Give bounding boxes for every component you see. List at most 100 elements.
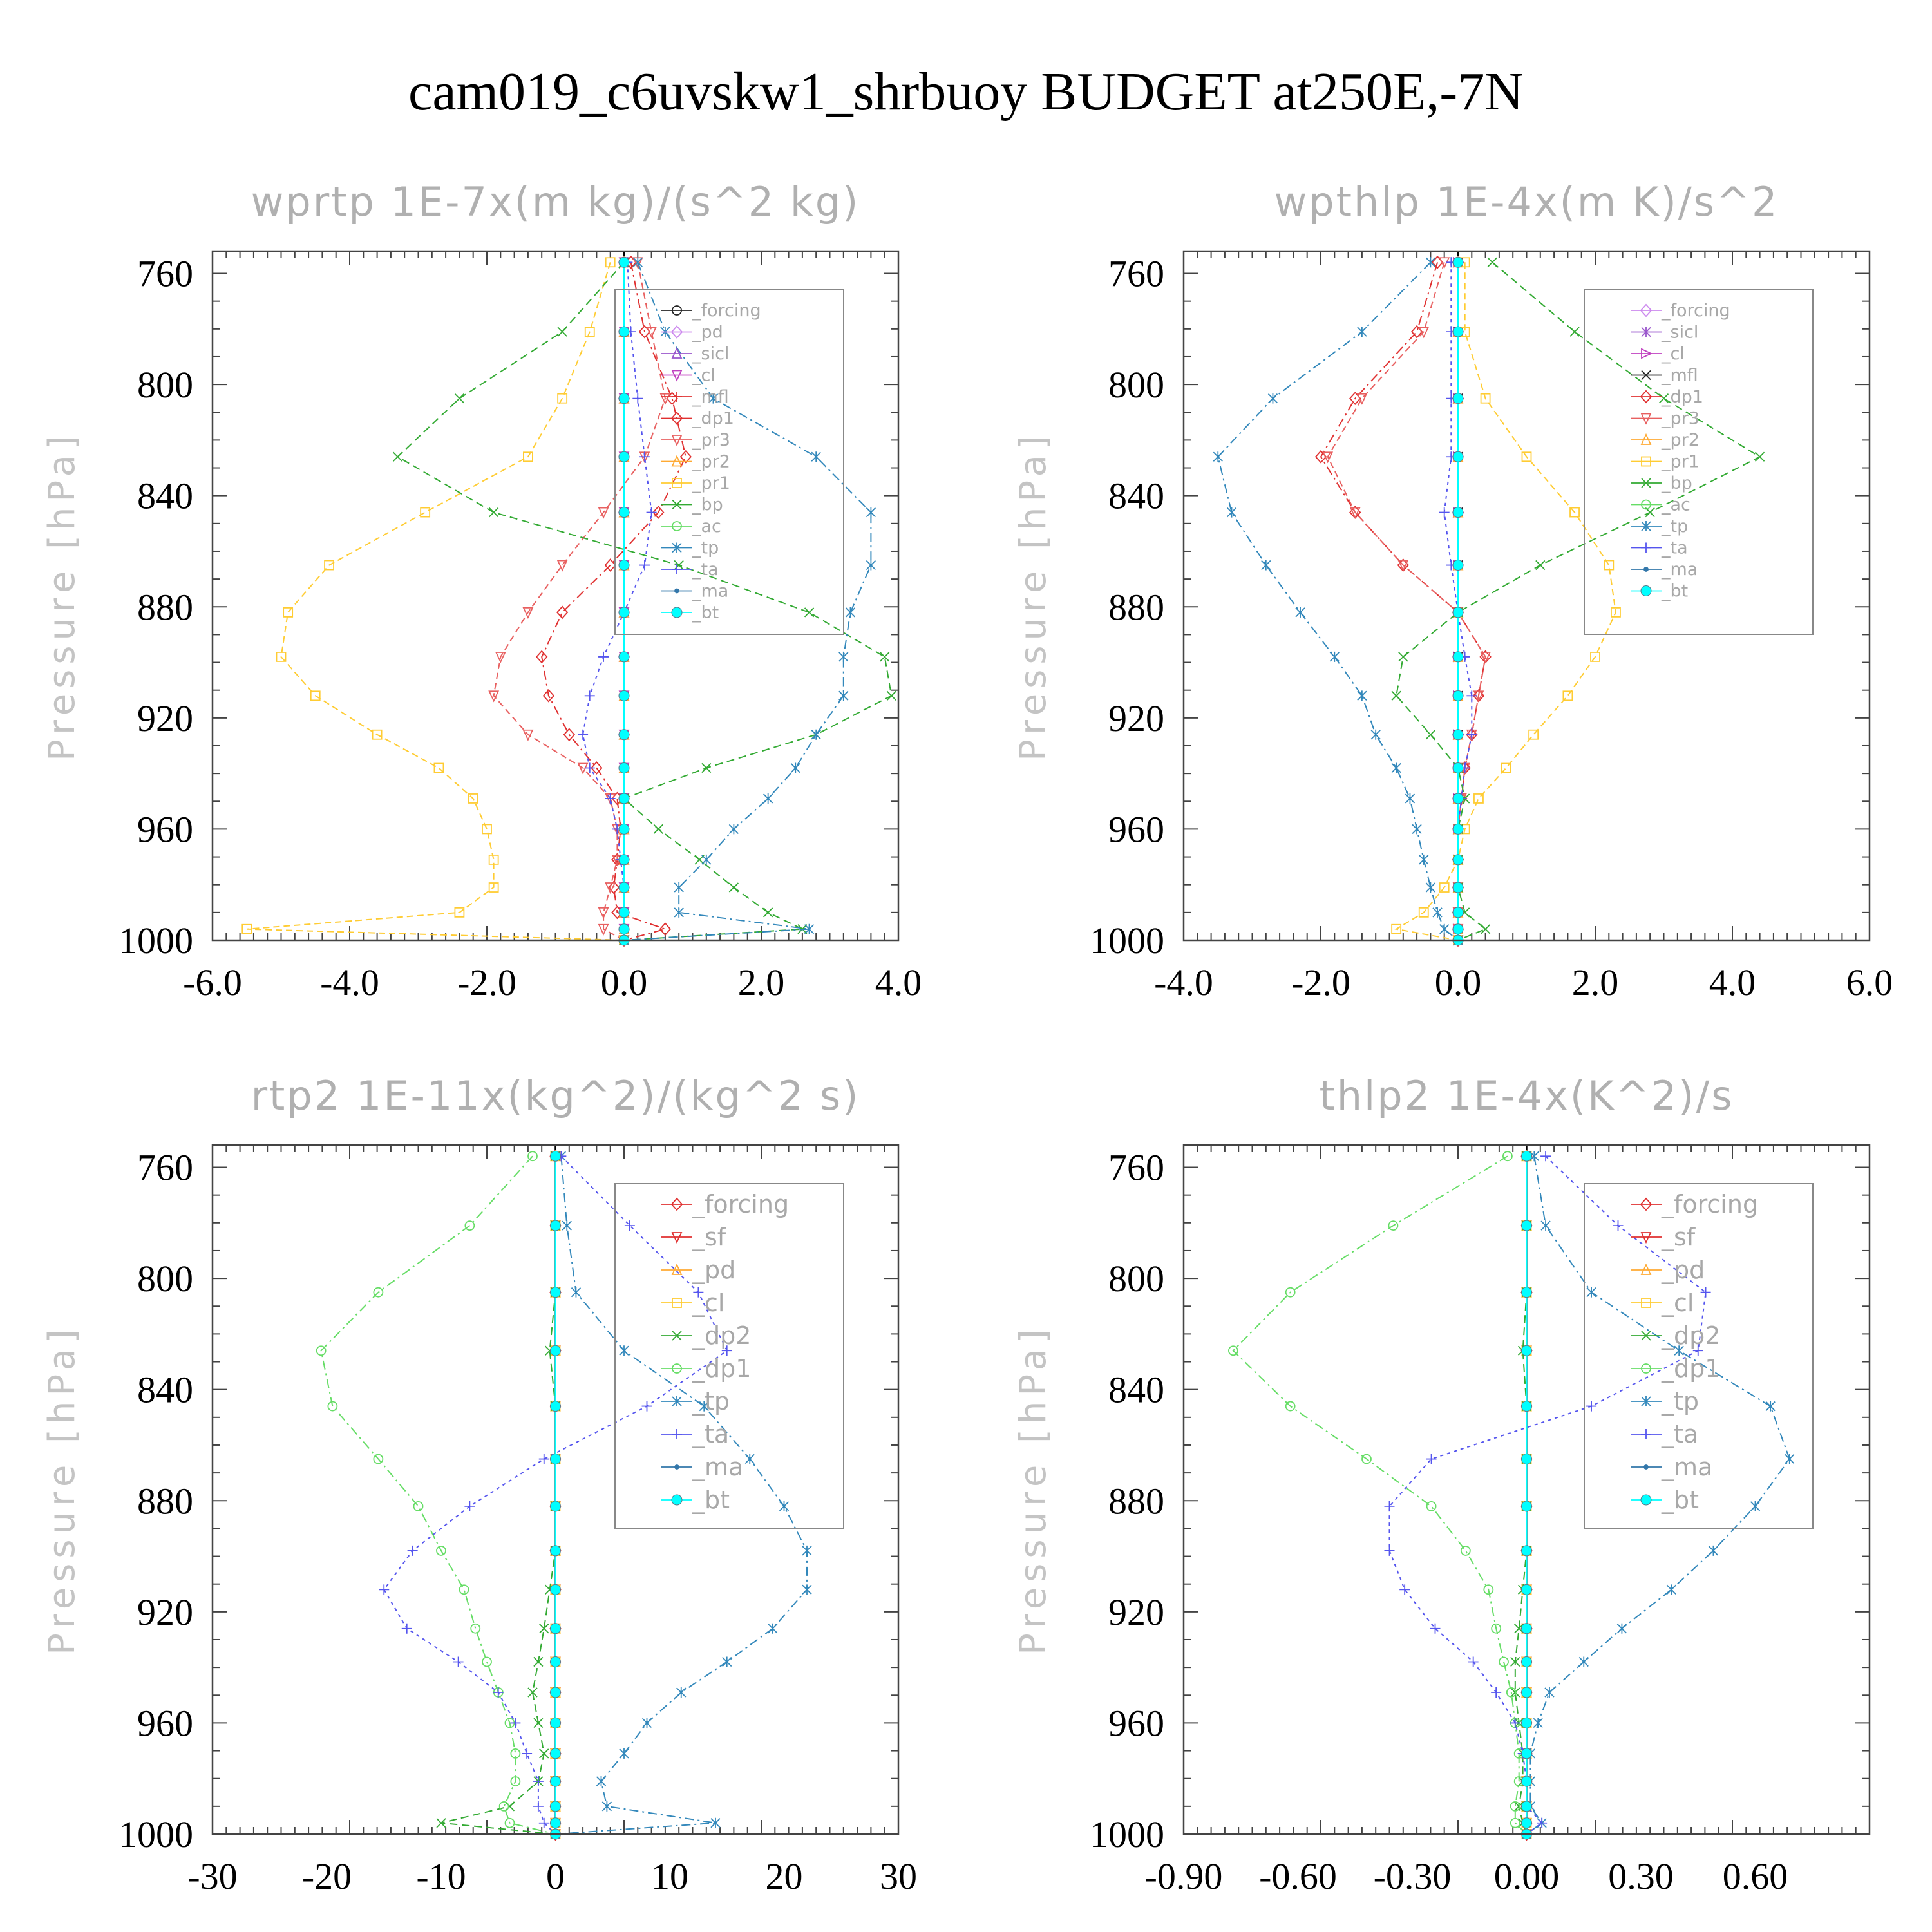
data-point bbox=[1399, 1584, 1410, 1595]
legend-marker bbox=[1641, 521, 1651, 531]
y-axis-label: Pressure [hPa] bbox=[41, 1324, 83, 1655]
panel-wpthlp: wpthlp 1E-4x(m K)/s^2 Pressure [hPa] -4.0 -… bbox=[1012, 178, 1893, 1003]
data-point bbox=[676, 1687, 687, 1698]
x-tick-label: 0.0 bbox=[1435, 961, 1482, 1003]
data-point bbox=[1491, 1623, 1502, 1634]
legend-entry: _sf bbox=[692, 1223, 727, 1251]
legend-entry: _forcing bbox=[692, 1190, 789, 1218]
x-tick-label: -4.0 bbox=[1154, 961, 1213, 1003]
legend-entry: _dp1 bbox=[1661, 1354, 1720, 1383]
data-point bbox=[866, 560, 876, 571]
data-point bbox=[804, 607, 815, 618]
data-point bbox=[1521, 1584, 1532, 1595]
data-point bbox=[327, 1401, 338, 1412]
data-point bbox=[1562, 690, 1573, 701]
y-tick-label: 920 bbox=[1108, 1591, 1164, 1633]
series-line bbox=[1327, 262, 1486, 940]
series-line bbox=[1217, 261, 1459, 941]
data-point bbox=[1480, 393, 1491, 404]
legend-marker bbox=[1641, 327, 1651, 337]
data-point bbox=[584, 690, 595, 701]
data-point bbox=[618, 882, 630, 893]
panel-thlp2: thlp2 1E-4x(K^2)/s Pressure [hPa] -0.90 -0.… bbox=[1012, 1072, 1871, 1897]
data-point bbox=[1391, 762, 1401, 773]
series-dp1 bbox=[316, 1151, 561, 1839]
data-point bbox=[1452, 907, 1464, 918]
data-point bbox=[1521, 1150, 1532, 1162]
data-point bbox=[1521, 1748, 1532, 1759]
data-point bbox=[1349, 507, 1361, 519]
data-point bbox=[482, 824, 492, 835]
data-point bbox=[618, 560, 630, 571]
data-point bbox=[1452, 762, 1464, 773]
data-point bbox=[790, 762, 800, 773]
legend-marker bbox=[1640, 1197, 1653, 1211]
data-point bbox=[488, 882, 499, 893]
panel-title: wprtp 1E-7x(m kg)/(s^2 kg) bbox=[251, 178, 860, 225]
x-tick-label: 10 bbox=[651, 1855, 688, 1897]
legend-marker bbox=[1640, 585, 1652, 596]
data-point bbox=[619, 1345, 629, 1356]
data-point bbox=[596, 1776, 607, 1787]
data-point bbox=[550, 1623, 561, 1634]
data-point bbox=[1439, 923, 1450, 934]
data-point bbox=[618, 326, 630, 337]
data-point bbox=[550, 1656, 561, 1667]
plot-frame bbox=[211, 1144, 900, 1835]
x-tick-label: -0.90 bbox=[1145, 1855, 1223, 1897]
data-point bbox=[539, 1624, 549, 1634]
data-point bbox=[1226, 507, 1237, 518]
data-point bbox=[1452, 882, 1464, 893]
legend-marker bbox=[1640, 413, 1652, 425]
data-point bbox=[488, 854, 499, 865]
legend-marker bbox=[672, 521, 682, 531]
y-tick-label: 1000 bbox=[118, 1814, 193, 1855]
legend-entry: _forcing bbox=[692, 301, 761, 321]
data-point bbox=[489, 507, 499, 518]
legend-marker bbox=[1641, 1363, 1651, 1374]
series-line bbox=[1526, 1156, 1790, 1835]
x-tick-label: 20 bbox=[766, 1855, 803, 1897]
data-point bbox=[276, 652, 287, 662]
data-point bbox=[1535, 560, 1546, 571]
x-tick-label: 0 bbox=[546, 1855, 565, 1897]
data-point bbox=[1452, 729, 1464, 741]
data-point bbox=[557, 327, 567, 337]
y-tick-label: 960 bbox=[1108, 808, 1164, 850]
data-point bbox=[527, 1151, 538, 1162]
data-point bbox=[550, 1817, 561, 1829]
series-line bbox=[582, 262, 652, 940]
series-line bbox=[383, 1155, 728, 1835]
data-point bbox=[619, 1748, 629, 1759]
panel-rtp2: rtp2 1E-11x(kg^2)/(kg^2 s) Pressure [hPa]… bbox=[41, 1072, 917, 1897]
data-point bbox=[618, 923, 630, 935]
series-line bbox=[555, 1156, 808, 1835]
data-point bbox=[1228, 1345, 1238, 1356]
legend-entry: _cl bbox=[692, 1289, 724, 1317]
legend-entry: _pr2 bbox=[692, 452, 730, 472]
x-tick-label: 6.0 bbox=[1846, 961, 1893, 1003]
data-point bbox=[1466, 729, 1477, 740]
data-point bbox=[1529, 1151, 1539, 1162]
data-point bbox=[1480, 652, 1492, 664]
data-point bbox=[1604, 560, 1615, 571]
plot-frame bbox=[211, 250, 900, 942]
data-point bbox=[538, 1817, 549, 1828]
series-bp bbox=[392, 257, 896, 945]
y-tick-label: 1000 bbox=[118, 920, 193, 961]
y-axis-label: Pressure [hPa] bbox=[1012, 1324, 1054, 1655]
data-point bbox=[533, 1776, 544, 1787]
legend-marker bbox=[671, 435, 683, 447]
data-point bbox=[550, 1287, 561, 1298]
legend-marker bbox=[672, 1396, 682, 1406]
data-point bbox=[618, 729, 630, 741]
data-point bbox=[1521, 1454, 1532, 1465]
x-tick-label: -30 bbox=[187, 1855, 237, 1897]
data-point bbox=[618, 507, 630, 518]
data-point bbox=[591, 761, 603, 775]
data-point bbox=[1750, 1501, 1761, 1511]
data-point bbox=[744, 1454, 755, 1464]
legend-box bbox=[1584, 1183, 1814, 1529]
legend-marker bbox=[672, 542, 682, 553]
legend-entry: _mfl bbox=[692, 387, 729, 407]
